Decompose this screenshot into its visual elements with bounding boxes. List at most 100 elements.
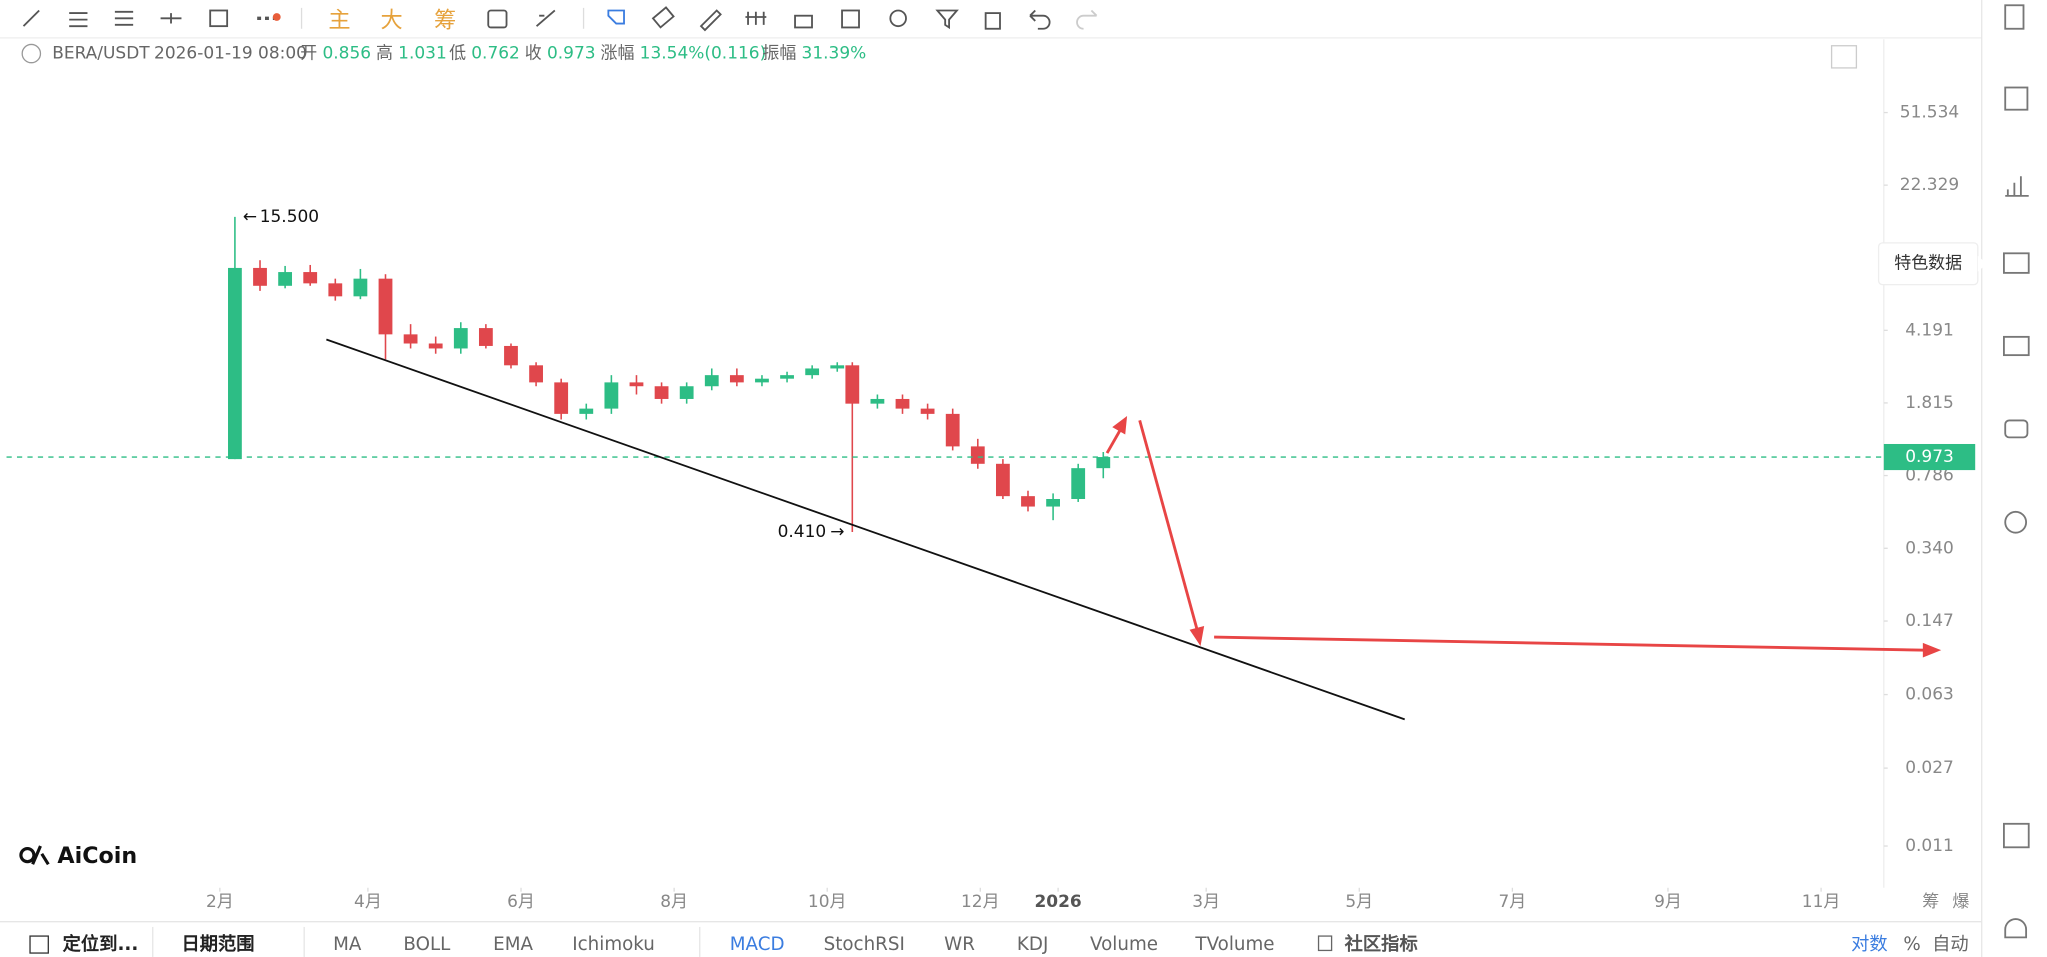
sidebar-icon[interactable] (2004, 86, 2029, 111)
tooltip-text: 特色数据 (1894, 254, 1962, 274)
price-annotation: →0.410 (778, 522, 845, 542)
x-tick-label: 8月 (660, 892, 688, 912)
sub-indicator-button[interactable]: MACD (730, 934, 785, 955)
chips-button[interactable]: 筹 (1922, 892, 1939, 912)
note-tool[interactable] (841, 9, 860, 29)
candle-body (755, 378, 769, 383)
percent-button[interactable]: % (1903, 934, 1920, 955)
sidebar-icon[interactable] (2005, 176, 2029, 197)
arrow-right[interactable] (1214, 635, 1926, 652)
candle-body (945, 413, 960, 447)
candle-body (253, 267, 267, 286)
x-tick-label: 6月 (507, 892, 535, 912)
arrow-head (1189, 626, 1205, 647)
candle-body (1096, 457, 1111, 469)
sidebar-icon[interactable] (2003, 335, 2030, 357)
candle-body (378, 278, 393, 335)
fullscreen-button[interactable] (1830, 45, 1858, 69)
channel-tool[interactable] (69, 12, 88, 28)
x-tick-label: 7月 (1498, 892, 1526, 912)
arrow-down[interactable] (1138, 420, 1200, 635)
last-price-tag (1883, 443, 1976, 471)
x-tick-label: 5月 (1345, 892, 1373, 912)
locate-icon (29, 935, 49, 954)
sidebar-icon[interactable] (2004, 510, 2028, 534)
fib-tool[interactable] (114, 10, 134, 26)
sidebar: 特色数据 (1877, 4, 2030, 939)
y-tick-label: 0.147 (1905, 611, 1954, 631)
sidebar-icon[interactable] (2003, 822, 2030, 849)
range-button[interactable]: 日期范围 (181, 933, 254, 955)
magnet-tool[interactable] (889, 9, 907, 28)
sidebar-icon[interactable] (2004, 4, 2025, 30)
select-tool[interactable] (607, 9, 625, 25)
liquidation-button[interactable]: 爆 (1952, 892, 1969, 912)
candle-body (303, 272, 318, 284)
sub-indicator-button[interactable]: WR (944, 934, 975, 955)
candle-body (995, 463, 1010, 497)
x-tick-label: 12月 (961, 892, 1000, 912)
community-button[interactable]: 社区指标 (1344, 933, 1418, 955)
chips-button[interactable]: 筹 (434, 7, 456, 33)
trend-line[interactable] (326, 338, 1406, 721)
annotation-label: 15.500 (260, 207, 319, 227)
main-button[interactable]: 主 (328, 7, 350, 33)
log-button[interactable]: 对数 (1851, 934, 1888, 955)
candle-body (403, 334, 418, 344)
lock-tool[interactable] (794, 14, 813, 29)
delete-tool[interactable] (984, 12, 1001, 30)
candle-body (629, 382, 644, 387)
indicator-button[interactable]: MA (333, 934, 362, 955)
filter-tool[interactable] (935, 9, 959, 30)
candle-body (453, 328, 468, 349)
candle-body (428, 343, 443, 349)
y-tick-label: 0.786 (1905, 466, 1954, 486)
sub-indicator-button[interactable]: StochRSI (824, 934, 905, 955)
locate-button[interactable]: 定位到... (63, 933, 139, 955)
tool-icon[interactable] (487, 9, 508, 29)
candle-body (729, 375, 744, 383)
candle-body (1071, 468, 1086, 499)
logo-mark (31, 845, 50, 866)
auto-button[interactable]: 自动 (1932, 934, 1969, 955)
value: 13.54%(0.116) (640, 44, 767, 64)
collapse-icon[interactable] (21, 43, 42, 64)
rect-tool[interactable] (209, 9, 229, 28)
symbol: BERA/USDT (52, 44, 150, 64)
x-tick-label: 4月 (354, 892, 382, 912)
last-price-label: 0.973 (1905, 447, 1954, 467)
ruler-tool[interactable] (651, 6, 675, 29)
bottom-bar: 定位到... 日期范围 社区指标 对数 % 自动 MA BOLL EMA Ichimo… (29, 926, 1969, 957)
tool-icon[interactable] (535, 9, 556, 27)
sub-indicator-button[interactable]: Volume (1090, 934, 1158, 955)
hline-tool[interactable] (160, 13, 182, 24)
candle-body (353, 278, 368, 297)
y-tick-label: 0.011 (1905, 836, 1954, 856)
big-button[interactable]: 大 (381, 7, 403, 33)
sub-indicator-button[interactable]: KDJ (1017, 934, 1048, 955)
candle-body (579, 408, 594, 414)
drawings (326, 338, 1942, 721)
indicator-button[interactable]: Ichimoku (572, 934, 655, 955)
sub-indicator-button[interactable]: TVolume (1194, 934, 1274, 955)
redo-tool[interactable] (1076, 9, 1098, 30)
logo-mark (19, 847, 36, 864)
sidebar-icon[interactable] (2004, 918, 2028, 939)
y-tick-label: 51.534 (1900, 103, 1959, 123)
indicator-button[interactable]: BOLL (403, 934, 451, 955)
indicator-button[interactable]: EMA (493, 934, 533, 955)
y-tick-label: 0.027 (1905, 758, 1954, 778)
undo-tool[interactable] (1029, 9, 1051, 30)
brush-tool[interactable] (699, 9, 722, 32)
toolbar: 主 大 筹 (22, 6, 1098, 33)
candle-body (228, 267, 242, 460)
sidebar-icon[interactable] (2003, 252, 2030, 274)
y-tick-label: 0.063 (1905, 685, 1954, 705)
line-tool[interactable] (22, 9, 40, 27)
value: 1.031 (398, 44, 447, 64)
candle-tool[interactable] (745, 11, 767, 25)
sidebar-icon[interactable] (2004, 419, 2029, 439)
annotation-arrow: ← (243, 207, 257, 227)
candle-body (278, 272, 293, 286)
